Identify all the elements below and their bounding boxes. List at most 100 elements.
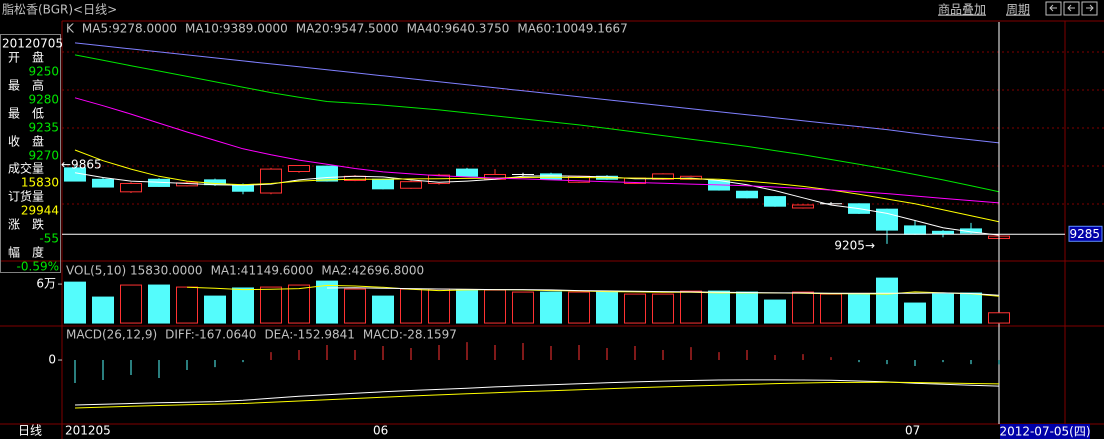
period-label: 日线 xyxy=(18,424,42,438)
volume-bar xyxy=(876,277,898,324)
price-grid xyxy=(62,51,1104,205)
legend-entry: DIFF:-167.0640 xyxy=(165,328,256,342)
crosshair-value: 9285 xyxy=(1069,227,1100,241)
volume-bar xyxy=(512,291,534,324)
candle-body xyxy=(792,204,814,209)
volume-bar xyxy=(148,284,170,324)
volume-bar xyxy=(344,288,366,324)
legend-entry: MA10:9389.0000 xyxy=(185,22,288,36)
nav-arrows xyxy=(1049,4,1094,12)
legend-title: MACD(26,12,9) xyxy=(66,328,157,342)
nav-button[interactable] xyxy=(1063,1,1080,16)
x-tick-label: 201205 xyxy=(65,424,111,438)
x-tick-label: 06 xyxy=(373,424,388,438)
info-value: -0.59% xyxy=(17,260,59,274)
volume-bar xyxy=(484,289,506,324)
candle-body xyxy=(92,178,114,188)
legend-entry: DEA:-152.9841 xyxy=(264,328,354,342)
volume-bar xyxy=(680,290,702,324)
info-label: 收 盘 xyxy=(8,134,44,149)
volume-bar xyxy=(736,291,758,324)
info-label: 成交量 xyxy=(8,161,44,176)
volume-bar xyxy=(232,287,254,324)
volume-bar xyxy=(372,295,394,324)
volume-bar xyxy=(652,293,674,324)
frames xyxy=(0,20,1104,439)
y-tick-label: 6万 xyxy=(36,277,56,291)
volume-bar xyxy=(204,295,226,324)
volume-bar xyxy=(540,291,562,324)
crosshair-box xyxy=(1068,225,1103,242)
ma-line xyxy=(74,54,1000,193)
legend-entry: MA1:41149.6000 xyxy=(211,264,314,278)
ma-line xyxy=(74,42,1000,144)
info-label: 最 低 xyxy=(8,107,44,121)
legend-title: K xyxy=(66,22,75,36)
info-value: 15830 xyxy=(21,176,59,190)
volume-bar xyxy=(120,284,142,324)
ma-line xyxy=(74,172,1000,236)
period-menu[interactable]: 周期 xyxy=(1006,3,1030,17)
date-box xyxy=(1000,424,1090,439)
volume-bar xyxy=(624,293,646,324)
info-value: 9280 xyxy=(28,93,59,107)
candle-body xyxy=(120,182,142,193)
ma-line xyxy=(74,97,1000,204)
info-value: -55 xyxy=(39,232,59,246)
high-annotation: ←9865 xyxy=(61,157,102,171)
volume-bar xyxy=(64,281,86,324)
candle-body xyxy=(372,178,394,190)
legend-entry: MA60:10049.1667 xyxy=(517,22,627,36)
volume-bar xyxy=(988,312,1010,324)
info-label: 涨 跌 xyxy=(8,217,44,232)
nav-button[interactable] xyxy=(1045,1,1062,16)
info-value: 9270 xyxy=(28,149,59,163)
legend-entry: MA20:9547.5000 xyxy=(296,22,399,36)
info-box xyxy=(0,34,61,273)
info-value: 9250 xyxy=(28,65,59,79)
crosshair-date: 2012-07-05(四) xyxy=(999,425,1090,439)
candle-body xyxy=(400,181,422,189)
y-tick-label: 0 xyxy=(48,353,56,367)
info-value: 29944 xyxy=(21,204,59,218)
volume-bar xyxy=(904,302,926,324)
info-label: 开 盘 xyxy=(8,50,44,65)
volume-bar xyxy=(708,290,730,324)
low-annotation: 9205→ xyxy=(834,238,875,252)
overlay-menu[interactable]: 商品叠加 xyxy=(938,2,986,17)
volume-bar xyxy=(568,291,590,324)
volume-bar xyxy=(260,286,282,324)
volume-bar xyxy=(764,299,786,324)
candle-body xyxy=(260,168,282,194)
legend-entry: MA2:42696.8000 xyxy=(321,264,424,278)
candle-body xyxy=(764,196,786,207)
info-label: 最 高 xyxy=(8,78,44,93)
window-title: 脂松香(BGR)<日线> xyxy=(2,2,117,17)
volume-bar xyxy=(288,284,310,324)
volume-bar xyxy=(92,296,114,324)
volume-bar xyxy=(792,291,814,324)
macd-line xyxy=(74,379,1000,406)
volume-bar xyxy=(316,280,338,324)
ma-line xyxy=(74,149,1000,223)
legend-entry: MA5:9278.0000 xyxy=(82,22,177,36)
candle-body xyxy=(960,228,982,234)
legend-entry: MACD:-28.1597 xyxy=(363,328,457,342)
nav-button[interactable] xyxy=(1081,1,1098,16)
candle-body xyxy=(736,190,758,199)
volume-bar xyxy=(400,288,422,324)
info-label: 幅 度 xyxy=(8,245,44,260)
volume-bar xyxy=(176,286,198,324)
volume-bar xyxy=(596,291,618,324)
candle-body xyxy=(540,173,562,180)
volume-bar xyxy=(428,288,450,324)
candle-body xyxy=(932,230,954,235)
info-date: 20120705 xyxy=(2,37,63,51)
info-value: 9235 xyxy=(28,121,59,135)
info-label: 订货量 xyxy=(8,189,44,204)
nav-buttons[interactable] xyxy=(1045,1,1098,16)
candle-body xyxy=(652,173,674,180)
candle-body xyxy=(456,168,478,177)
volume-bar xyxy=(456,289,478,324)
